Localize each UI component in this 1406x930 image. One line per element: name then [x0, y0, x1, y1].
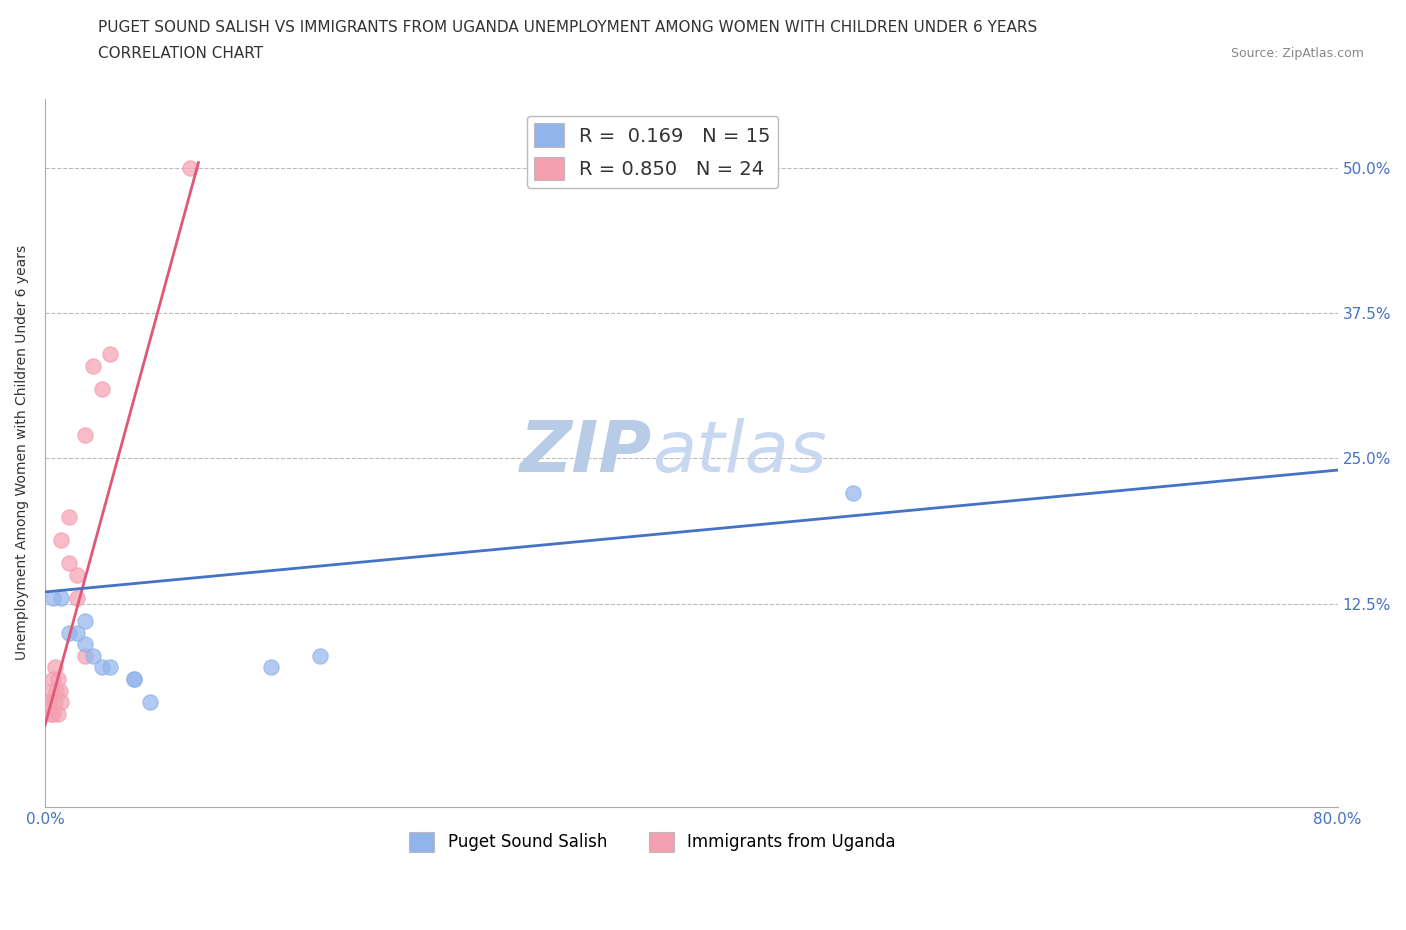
Point: [122, 671, 145, 686]
Point: [82, 648, 104, 663]
Point: [46, 671, 69, 686]
Point: [139, 695, 162, 710]
Point: [45, 684, 67, 698]
Legend: Puget Sound Salish, Immigrants from Uganda: Puget Sound Salish, Immigrants from Ugan…: [402, 825, 903, 858]
Point: [58, 509, 80, 524]
Point: [66, 567, 89, 582]
Point: [37, 695, 59, 710]
Text: ZIP: ZIP: [520, 418, 652, 487]
Text: Source: ZipAtlas.com: Source: ZipAtlas.com: [1230, 46, 1364, 60]
Point: [49, 532, 72, 547]
Point: [42, 591, 65, 605]
Point: [44, 695, 66, 710]
Text: atlas: atlas: [652, 418, 827, 487]
Point: [90, 381, 112, 396]
Point: [122, 671, 145, 686]
Point: [58, 625, 80, 640]
Point: [66, 591, 89, 605]
Point: [58, 555, 80, 570]
Y-axis label: Unemployment Among Women with Children Under 6 years: Unemployment Among Women with Children U…: [15, 246, 30, 660]
Point: [98, 660, 121, 675]
Point: [66, 625, 89, 640]
Point: [38, 695, 60, 710]
Point: [82, 358, 104, 373]
Text: PUGET SOUND SALISH VS IMMIGRANTS FROM UGANDA UNEMPLOYMENT AMONG WOMEN WITH CHILD: PUGET SOUND SALISH VS IMMIGRANTS FROM UG…: [98, 20, 1038, 35]
Point: [44, 660, 66, 675]
Point: [49, 695, 72, 710]
Point: [75, 637, 97, 652]
Point: [842, 485, 865, 500]
Point: [42, 671, 65, 686]
Point: [42, 707, 65, 722]
Point: [260, 660, 283, 675]
Point: [41, 684, 63, 698]
Point: [49, 591, 72, 605]
Point: [179, 161, 201, 176]
Point: [75, 614, 97, 629]
Point: [48, 684, 70, 698]
Point: [90, 660, 112, 675]
Point: [75, 428, 97, 443]
Point: [41, 707, 63, 722]
Point: [46, 707, 69, 722]
Point: [308, 648, 330, 663]
Point: [98, 347, 121, 362]
Text: CORRELATION CHART: CORRELATION CHART: [98, 46, 263, 61]
Point: [75, 648, 97, 663]
